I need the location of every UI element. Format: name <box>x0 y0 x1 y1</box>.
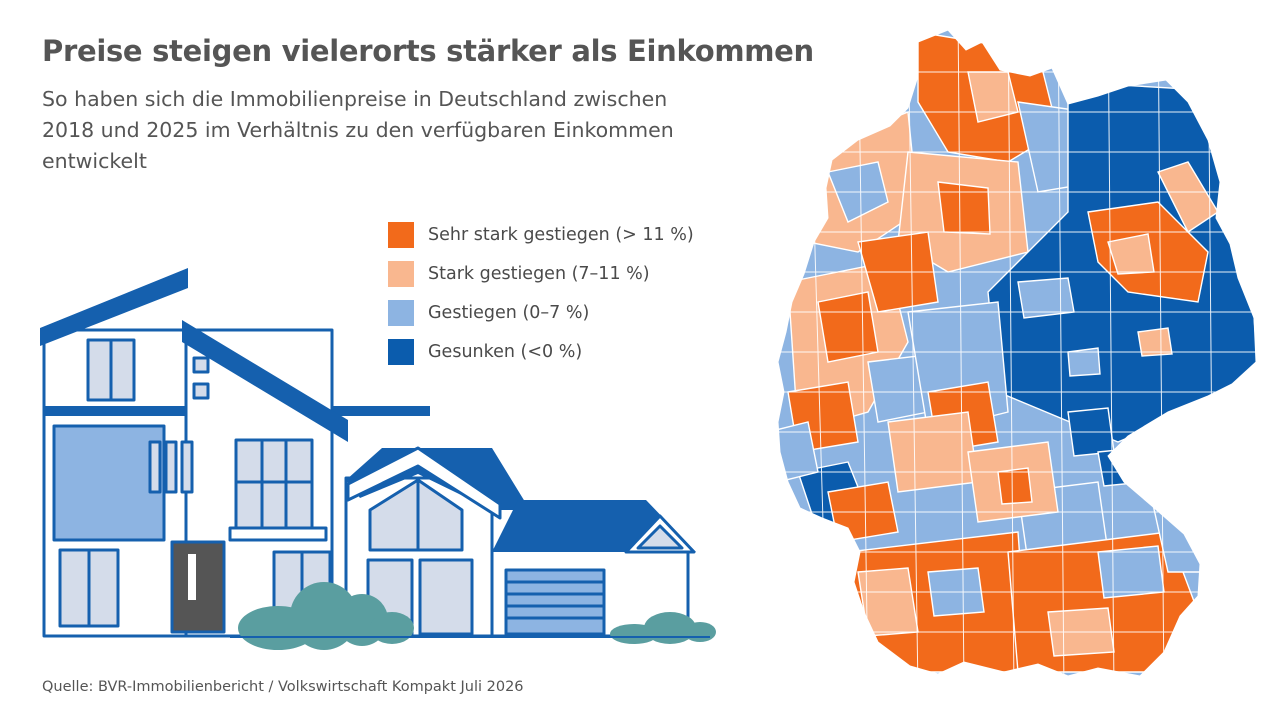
legend-label-sehr-stark: Sehr stark gestiegen (> 11 %) <box>428 225 694 245</box>
legend-swatch-gestiegen <box>388 300 414 326</box>
germany-map <box>777 29 1257 677</box>
legend: Sehr stark gestiegen (> 11 %) Stark gest… <box>388 222 694 378</box>
page-title: Preise steigen vielerorts stärker als Ei… <box>42 34 814 68</box>
legend-item-sehr-stark: Sehr stark gestiegen (> 11 %) <box>388 222 694 248</box>
legend-label-gesunken: Gesunken (<0 %) <box>428 342 583 362</box>
source-note: Quelle: BVR-Immobilienbericht / Volkswir… <box>42 679 524 695</box>
legend-swatch-gesunken <box>388 339 414 365</box>
legend-label-gestiegen: Gestiegen (0–7 %) <box>428 303 590 323</box>
legend-swatch-stark <box>388 261 414 287</box>
legend-item-stark: Stark gestiegen (7–11 %) <box>388 261 694 287</box>
legend-item-gesunken: Gesunken (<0 %) <box>388 339 694 365</box>
house-illustration <box>40 268 716 650</box>
page-subtitle: So haben sich die Immobilienpreise in De… <box>42 87 674 173</box>
legend-label-stark: Stark gestiegen (7–11 %) <box>428 264 650 284</box>
legend-item-gestiegen: Gestiegen (0–7 %) <box>388 300 694 326</box>
legend-swatch-sehr-stark <box>388 222 414 248</box>
